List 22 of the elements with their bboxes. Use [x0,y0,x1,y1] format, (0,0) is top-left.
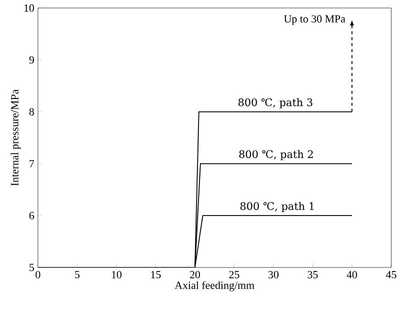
x-tick-label: 40 [346,270,358,278]
y-tick-label: 5 [30,264,34,271]
x-tick-label: 45 [386,270,396,278]
x-tick-label: 15 [151,270,161,278]
x-tick-label: 25 [229,270,240,278]
y-axis-title: Internal pressure/MPa [10,89,21,186]
y-tick-label: 10 [24,4,34,12]
x-tick-label: 10 [112,270,122,278]
x-tick-label: 0 [36,270,40,278]
y-tick-label: 6 [29,212,34,220]
series-label: 800 ℃, path 1 [240,202,314,212]
x-tick-label: 35 [308,270,318,278]
x-tick-label: 30 [268,270,279,278]
annotation: Up to 30 MPa [284,15,346,25]
series-label: 800 ℃, path 2 [239,150,313,160]
y-tick-label: 7 [30,160,34,168]
x-axis-title: Axial feeding/mm [174,281,254,292]
y-tick-label: 8 [29,108,34,116]
x-tick-label: 20 [190,270,200,278]
y-tick-label: 9 [29,56,34,64]
x-tick-label: 5 [75,270,80,278]
series-label: 800 ℃, path 3 [238,98,312,108]
